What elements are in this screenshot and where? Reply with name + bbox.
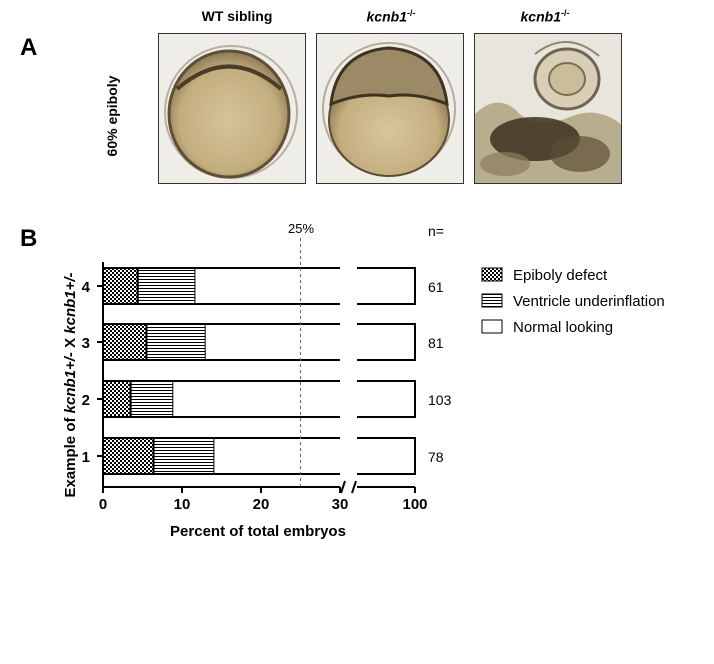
column-title-mutant-1: kcnb1-/-: [366, 8, 416, 25]
panel-b-letter: B: [20, 225, 38, 252]
axis-layer: 4 61 3 81 2 103 1 78 0 10 20 30 100: [82, 238, 452, 513]
n-header: n=: [428, 223, 444, 239]
column-title-wt: WT sibling: [201, 8, 273, 24]
bar-segment: [357, 324, 415, 360]
bar-segment: [129, 380, 175, 418]
x-tick-label: 100: [402, 496, 427, 513]
legend-swatch-epiboly: [481, 267, 503, 282]
y-tick-label: 1: [82, 449, 90, 466]
n-value: 61: [428, 279, 444, 295]
y-tick-label: 4: [82, 279, 91, 296]
legend-swatch-ventricle: [481, 293, 503, 308]
bar-outline: [205, 323, 340, 361]
x-tick-label: 30: [332, 496, 349, 513]
y-axis-title: Example of kcnb1+/- X kcnb1+/-: [62, 272, 79, 497]
legend: Epiboly defect Ventricle underinflation …: [481, 267, 665, 336]
bar-outline: [357, 437, 416, 475]
bar-segment: [102, 267, 139, 305]
axis-break-mark: [340, 480, 346, 494]
bar-segment: [145, 323, 207, 361]
axis-break-mark: [351, 480, 357, 494]
bar-segment: [195, 268, 340, 304]
y-tick-label: 3: [82, 335, 90, 352]
bar-segment: [152, 437, 216, 475]
bar-segment: [136, 267, 197, 305]
bar-outline: [357, 323, 416, 361]
legend-label-normal: Normal looking: [513, 319, 613, 336]
x-tick-label: 20: [253, 496, 270, 513]
bar-segment: [214, 438, 340, 474]
bar-outline: [214, 437, 340, 475]
bar-outline: [173, 380, 340, 418]
bar-segment: [357, 438, 415, 474]
bar-segment: [205, 324, 340, 360]
bar-outline: [357, 267, 416, 305]
n-value: 103: [428, 392, 452, 408]
embryo-photo-wt: [158, 33, 306, 184]
x-axis-title: Percent of total embryos: [170, 523, 346, 540]
reference-line-label: 25%: [288, 221, 314, 236]
bar-outline: [195, 267, 340, 305]
x-tick-label: 0: [99, 496, 107, 513]
bar-segment: [102, 380, 132, 418]
n-value: 81: [428, 335, 444, 351]
legend-label-epiboly: Epiboly defect: [513, 267, 608, 284]
embryo-photo-mutant-1: [316, 33, 464, 184]
column-title-mutant-2: kcnb1-/-: [520, 8, 570, 25]
embryo-photo-mutant-2: [474, 33, 622, 184]
legend-swatch-normal: [481, 319, 503, 334]
bar-segment: [173, 381, 340, 417]
bars-layer: [102, 267, 416, 475]
y-tick-label: 2: [82, 392, 90, 409]
bar-segment: [102, 437, 155, 475]
x-tick-label: 10: [174, 496, 191, 513]
n-value: 78: [428, 449, 444, 465]
panel-a-letter: A: [20, 34, 38, 61]
bar-outline: [357, 380, 416, 418]
bar-segment: [357, 381, 415, 417]
bar-segment: [357, 268, 415, 304]
legend-label-ventricle: Ventricle underinflation: [513, 293, 665, 310]
bar-segment: [102, 323, 148, 361]
